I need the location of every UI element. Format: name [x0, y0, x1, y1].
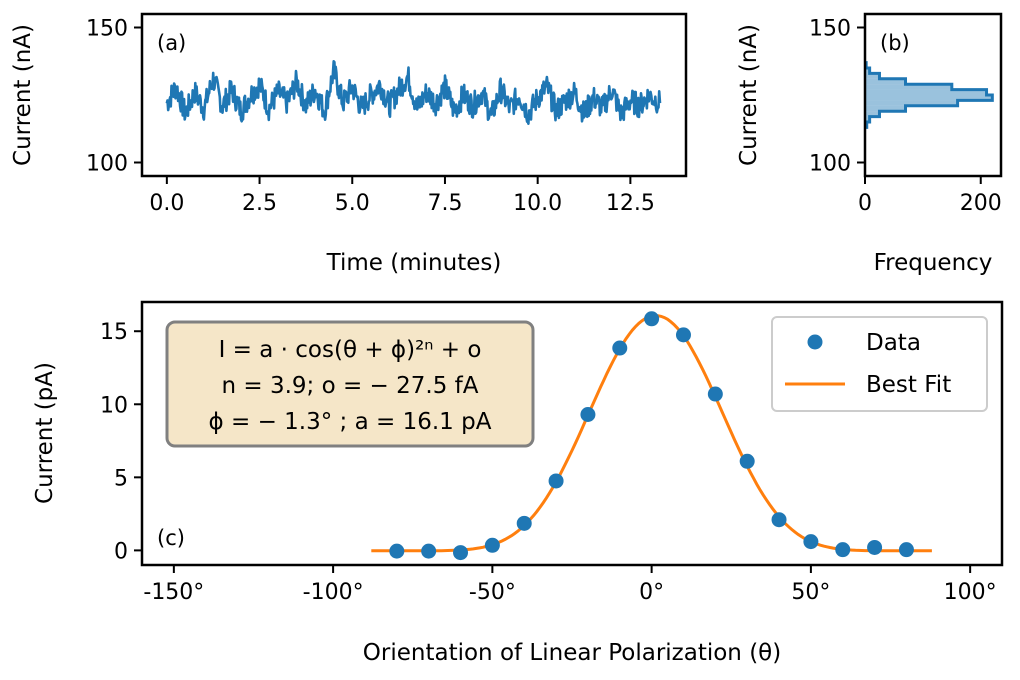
- histogram-outline: [864, 61, 994, 129]
- panel-a-series-layer: [165, 59, 662, 125]
- data-point: [707, 386, 723, 402]
- panel-b: 0 200 100 150 (b) Frequency Current (nA): [736, 12, 1003, 276]
- panel-b-y-ticks: 100 150: [809, 17, 865, 177]
- histogram-bar: [865, 84, 952, 90]
- panel-a-x-tick-label: 10.0: [513, 191, 562, 216]
- fit-equation-line-3: ϕ = − 1.3° ; a = 16.1 pA: [209, 409, 492, 435]
- panel-b-x-tick-label: 0: [858, 191, 872, 216]
- data-point: [580, 407, 596, 423]
- data-point: [898, 542, 914, 558]
- panel-b-y-tick-label: 100: [809, 152, 851, 177]
- data-point: [389, 543, 405, 559]
- panel-a-x-tick-label: 7.5: [427, 191, 462, 216]
- panel-a-x-tick-label: 12.5: [606, 191, 655, 216]
- panel-a-y-tick-label: 150: [86, 17, 128, 42]
- histogram-bar: [865, 105, 906, 112]
- panel-c-series-layer: [371, 311, 932, 561]
- histogram-bar: [865, 78, 906, 85]
- fit-equation-box-background: [165, 320, 535, 448]
- data-point: [548, 473, 564, 489]
- legend: Data Best Fit: [771, 316, 988, 412]
- panel-c-y-tick-label: 0: [114, 539, 128, 564]
- panel-c-frame: [140, 300, 1004, 567]
- panel-c-x-tick-label: -150°: [143, 580, 204, 605]
- panel-a-y-ticks: 100 150: [86, 17, 142, 177]
- panel-b-x-ticks: 0 200: [858, 176, 1002, 216]
- panel-c-label: (c): [157, 526, 185, 550]
- panel-c-x-ticks: -150° -100° -50° 0° 50° 100°: [143, 565, 997, 605]
- panel-a-y-tick-label: 100: [86, 152, 128, 177]
- histogram-bar: [865, 89, 987, 95]
- panel-a-x-tick-label: 2.5: [242, 191, 277, 216]
- data-point: [835, 542, 851, 558]
- legend-frame: [771, 316, 988, 412]
- panel-c-x-tick-label: 100°: [944, 580, 997, 605]
- panel-c-x-tick-label: -100°: [303, 580, 364, 605]
- panel-a-label: (a): [157, 31, 186, 55]
- panel-c-y-axis-label: Current (pA): [32, 362, 58, 504]
- panel-b-frame: [863, 12, 1003, 178]
- panel-b-x-axis-label: Frequency: [874, 250, 993, 276]
- data-point: [867, 539, 883, 555]
- data-point: [644, 311, 660, 327]
- panel-c-x-axis-label: Orientation of Linear Polarization (θ): [363, 640, 781, 666]
- data-point: [675, 327, 691, 343]
- panel-a-current-trace: [165, 59, 662, 125]
- panel-a-x-ticks: 0.0 2.5 5.0 7.5 10.0 12.5: [149, 176, 655, 216]
- histogram-bar: [865, 95, 993, 101]
- panel-a-x-axis-label: Time (minutes): [326, 250, 502, 276]
- panel-c: -150° -100° -50° 0° 50° 100° 0 5 10 15 (c) Orien…: [32, 300, 1004, 666]
- panel-a: 0.0 2.5 5.0 7.5 10.0 12.5 100 150 (a) Time (mi…: [10, 12, 688, 276]
- panel-a-frame: [140, 12, 688, 178]
- data-point: [612, 340, 628, 356]
- histogram-bar: [865, 116, 870, 122]
- data-point: [771, 512, 787, 528]
- data-point: [803, 534, 819, 550]
- panel-c-y-tick-label: 15: [100, 320, 128, 345]
- panel-c-x-tick-label: 0°: [639, 580, 664, 605]
- panel-c-y-ticks: 0 5 10 15: [100, 320, 142, 564]
- data-point: [453, 545, 469, 561]
- legend-data-label: Data: [866, 330, 921, 356]
- legend-data-marker: [807, 334, 823, 350]
- panel-b-y-tick-label: 150: [809, 17, 851, 42]
- panel-b-x-tick-label: 200: [960, 191, 1002, 216]
- panel-c-y-tick-label: 5: [114, 466, 128, 491]
- fit-equation-line-2: n = 3.9; o = − 27.5 fA: [221, 373, 478, 399]
- histogram-bar: [865, 73, 880, 79]
- panel-a-x-tick-label: 5.0: [335, 191, 370, 216]
- panel-c-y-tick-label: 10: [100, 393, 128, 418]
- histogram-bar: [865, 111, 880, 117]
- data-point: [516, 515, 532, 531]
- fit-equation-box: I = a · cos(θ + ϕ)²ⁿ + o n = 3.9; o = − …: [165, 320, 535, 448]
- panel-c-x-tick-label: -50°: [469, 580, 516, 605]
- histogram-bar: [865, 68, 870, 74]
- panel-b-label: (b): [880, 31, 910, 55]
- panel-a-x-tick-label: 0.0: [149, 191, 184, 216]
- data-point: [421, 543, 437, 559]
- histogram-bar: [865, 100, 958, 106]
- panel-c-x-tick-label: 50°: [791, 580, 830, 605]
- panel-b-histogram-layer: [864, 61, 994, 129]
- data-point: [739, 453, 755, 469]
- legend-best-fit-label: Best Fit: [866, 372, 951, 398]
- data-point: [484, 537, 500, 553]
- panel-a-y-axis-label: Current (nA): [10, 24, 36, 166]
- fit-equation-line-1: I = a · cos(θ + ϕ)²ⁿ + o: [219, 337, 482, 363]
- panel-b-y-axis-label: Current (nA): [736, 24, 762, 166]
